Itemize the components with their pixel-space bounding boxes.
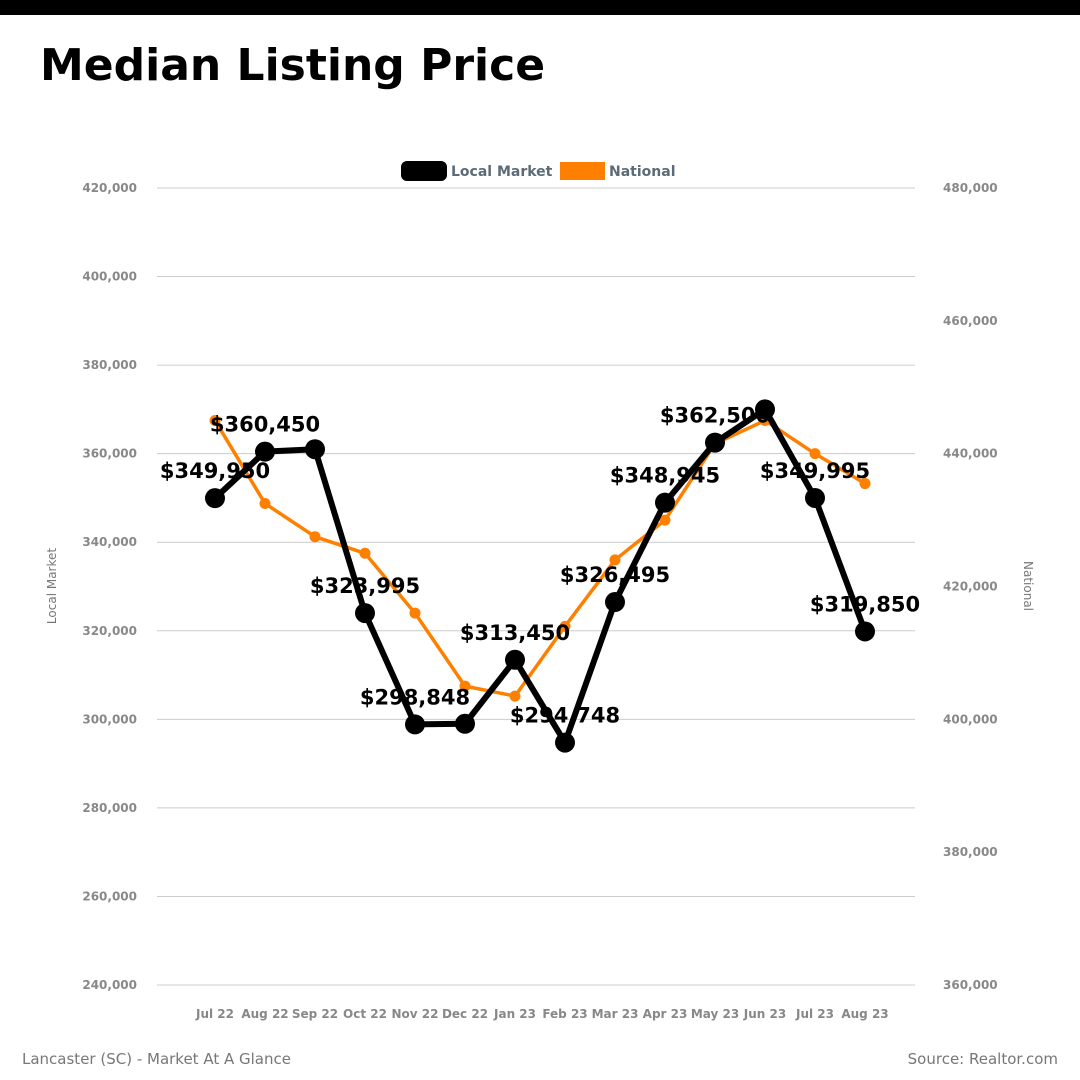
footer-source: Source: Realtor.com bbox=[907, 1050, 1058, 1068]
left-tick-label: 280,000 bbox=[82, 801, 137, 815]
national-point[interactable] bbox=[259, 497, 271, 509]
x-tick-label: May 23 bbox=[691, 1007, 739, 1021]
national-point[interactable] bbox=[309, 531, 321, 543]
legend-label-local[interactable]: Local Market bbox=[451, 164, 553, 180]
national-point[interactable] bbox=[359, 547, 371, 559]
x-tick-label: Jan 23 bbox=[493, 1007, 536, 1021]
local-market-series bbox=[205, 399, 875, 753]
right-axis-ticks: 360,000 380,000 400,000 420,000 440,000 460,0… bbox=[943, 181, 998, 992]
left-tick-label: 420,000 bbox=[82, 181, 137, 195]
national-point[interactable] bbox=[809, 448, 821, 460]
data-label: $298,848 bbox=[360, 685, 470, 709]
left-tick-label: 360,000 bbox=[82, 447, 137, 461]
right-tick-label: 400,000 bbox=[943, 712, 998, 726]
local-market-point[interactable] bbox=[455, 713, 475, 734]
chart-title: Median Listing Price bbox=[40, 40, 546, 91]
legend-swatch-local[interactable] bbox=[401, 161, 447, 181]
local-market-point[interactable] bbox=[655, 492, 675, 513]
legend-swatch-national[interactable] bbox=[560, 162, 605, 180]
data-label: $349,950 bbox=[160, 459, 270, 483]
local-market-point[interactable] bbox=[605, 592, 625, 613]
left-tick-label: 300,000 bbox=[82, 712, 137, 726]
data-label: $319,850 bbox=[810, 592, 920, 616]
x-tick-label: Mar 23 bbox=[592, 1007, 639, 1021]
x-tick-label: Nov 22 bbox=[392, 1007, 439, 1021]
data-label: $326,495 bbox=[560, 563, 670, 587]
left-axis-ticks: 240,000 260,000 280,000 300,000 320,000 340,0… bbox=[82, 181, 137, 992]
local-market-point[interactable] bbox=[505, 649, 525, 670]
x-tick-label: Sep 22 bbox=[292, 1007, 338, 1021]
right-tick-label: 360,000 bbox=[943, 978, 998, 992]
data-label: $349,995 bbox=[760, 459, 870, 483]
national-point[interactable] bbox=[509, 690, 521, 702]
x-tick-label: Oct 22 bbox=[343, 1007, 387, 1021]
national-point[interactable] bbox=[459, 680, 471, 692]
x-tick-label: Jun 23 bbox=[743, 1007, 786, 1021]
legend-label-national[interactable]: National bbox=[609, 164, 676, 180]
x-tick-label: Apr 23 bbox=[643, 1007, 688, 1021]
x-tick-label: Jul 23 bbox=[795, 1007, 834, 1021]
right-tick-label: 460,000 bbox=[943, 314, 998, 328]
data-label: $323,995 bbox=[310, 574, 420, 598]
national-point[interactable] bbox=[209, 414, 221, 426]
top-bar bbox=[0, 0, 1080, 15]
right-axis-title: National bbox=[1021, 561, 1035, 611]
national-series bbox=[209, 414, 871, 702]
x-tick-label: Feb 23 bbox=[542, 1007, 587, 1021]
footer-location: Lancaster (SC) - Market At A Glance bbox=[22, 1050, 291, 1068]
right-tick-label: 420,000 bbox=[943, 580, 998, 594]
right-tick-label: 440,000 bbox=[943, 447, 998, 461]
national-point[interactable] bbox=[559, 620, 571, 632]
left-tick-label: 320,000 bbox=[82, 624, 137, 638]
data-label: $294,748 bbox=[510, 704, 620, 728]
left-tick-label: 380,000 bbox=[82, 358, 137, 372]
national-line bbox=[213, 418, 866, 698]
local-market-point[interactable] bbox=[555, 732, 575, 753]
local-market-point[interactable] bbox=[255, 441, 275, 462]
x-tick-label: Aug 23 bbox=[841, 1007, 888, 1021]
local-market-point[interactable] bbox=[305, 439, 325, 460]
right-tick-label: 380,000 bbox=[943, 845, 998, 859]
data-label: $313,450 bbox=[460, 621, 570, 645]
national-point[interactable] bbox=[659, 514, 671, 526]
local-market-point[interactable] bbox=[855, 621, 875, 642]
local-market-point[interactable] bbox=[405, 714, 425, 735]
x-tick-label: Dec 22 bbox=[442, 1007, 488, 1021]
national-point[interactable] bbox=[859, 478, 871, 490]
right-tick-label: 480,000 bbox=[943, 181, 998, 195]
data-label: $348,945 bbox=[610, 464, 720, 488]
left-tick-label: 260,000 bbox=[82, 889, 137, 903]
local-market-point[interactable] bbox=[755, 399, 775, 420]
left-tick-label: 240,000 bbox=[82, 978, 137, 992]
left-tick-label: 340,000 bbox=[82, 535, 137, 549]
data-labels: $349,950 $360,450 $323,995 $298,848 $313,450… bbox=[160, 404, 920, 728]
left-axis-title: Local Market bbox=[45, 548, 59, 624]
x-tick-label: Jul 22 bbox=[195, 1007, 234, 1021]
national-point[interactable] bbox=[609, 554, 621, 566]
data-label: $362,500 bbox=[660, 404, 770, 428]
local-market-line bbox=[212, 406, 868, 746]
national-point[interactable] bbox=[409, 607, 421, 619]
legend: Local Market National bbox=[401, 161, 676, 181]
local-market-point[interactable] bbox=[355, 603, 375, 624]
x-tick-label: Aug 22 bbox=[241, 1007, 288, 1021]
left-tick-label: 400,000 bbox=[82, 270, 137, 284]
local-market-point[interactable] bbox=[705, 432, 725, 453]
gridlines bbox=[157, 187, 915, 986]
local-market-point[interactable] bbox=[805, 487, 825, 508]
local-market-point[interactable] bbox=[205, 488, 225, 509]
data-label: $360,450 bbox=[210, 413, 320, 437]
x-axis-ticks: Jul 22 Aug 22 Sep 22 Oct 22 Nov 22 Dec 22 Jan … bbox=[195, 1007, 889, 1021]
